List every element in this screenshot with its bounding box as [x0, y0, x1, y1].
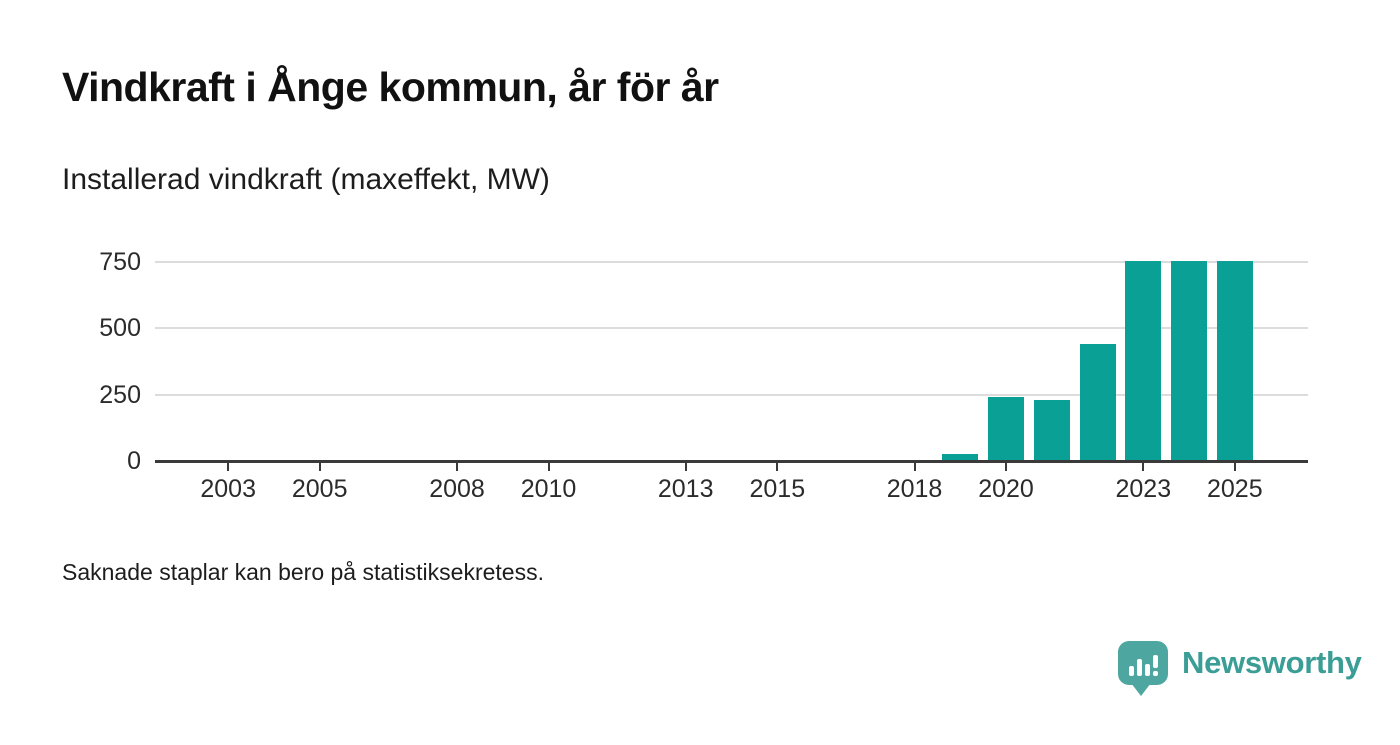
x-tick-2018 [913, 462, 916, 471]
x-axis-line [155, 460, 1308, 463]
footnote: Saknade staplar kan bero på statistiksek… [62, 559, 544, 585]
x-axis-label-2013: 2013 [657, 475, 714, 503]
y-axis-label-500: 500 [99, 314, 141, 343]
plot-area: 0 250 500 750 2003 2005 2008 2010 2013 2015 2018 20… [99, 248, 1308, 503]
x-axis-label-2010: 2010 [520, 475, 577, 503]
gridline-750 [155, 261, 1308, 263]
x-tick-2010 [547, 462, 550, 471]
page-title: Vindkraft i Ånge kommun, år för år [62, 64, 719, 110]
x-axis-label-2018: 2018 [886, 475, 943, 503]
bar-2021 [1033, 400, 1070, 461]
bar-2019 [942, 454, 979, 461]
x-axis-label-2005: 2005 [291, 475, 348, 503]
x-tick-2013 [684, 462, 687, 471]
x-tick-2008 [456, 462, 458, 471]
x-tick-2020 [1005, 462, 1007, 471]
x-axis-label-2003: 2003 [200, 475, 256, 503]
y-axis-label-750: 750 [99, 248, 141, 276]
x-axis-label-2025: 2025 [1206, 475, 1263, 503]
x-tick-2023 [1142, 462, 1145, 471]
exclamation-icon [1152, 655, 1158, 676]
x-tick-2025 [1233, 462, 1236, 471]
x-axis-label-2008: 2008 [429, 475, 485, 503]
logo-bar-tall [1136, 659, 1142, 676]
x-tick-2005 [318, 462, 321, 471]
gridline-500 [155, 327, 1308, 330]
chart-subtitle: Installerad vindkraft (maxeffekt, MW) [62, 163, 550, 196]
bar-chart-speech-bubble-icon [1118, 641, 1168, 696]
logo-bar-medium [1144, 664, 1150, 676]
bar-2025 [1216, 260, 1253, 461]
bar-2022 [1079, 344, 1116, 461]
logo-bar-small [1128, 666, 1134, 676]
brand-name: Newsworthy [1182, 645, 1362, 680]
x-axis-label-2020: 2020 [978, 475, 1034, 503]
y-axis-label-0: 0 [127, 447, 141, 475]
bar-2024 [1171, 260, 1207, 461]
y-axis-label-250: 250 [99, 380, 141, 409]
x-axis-label-2015: 2015 [749, 475, 806, 503]
x-tick-2015 [776, 462, 779, 471]
bar-2023 [1125, 260, 1162, 461]
bar-2020 [988, 397, 1024, 461]
x-tick-2003 [227, 462, 230, 471]
x-axis-label-2023: 2023 [1115, 475, 1172, 503]
gridline-250 [155, 393, 1308, 396]
brand-logo: Newsworthy [1118, 641, 1362, 696]
